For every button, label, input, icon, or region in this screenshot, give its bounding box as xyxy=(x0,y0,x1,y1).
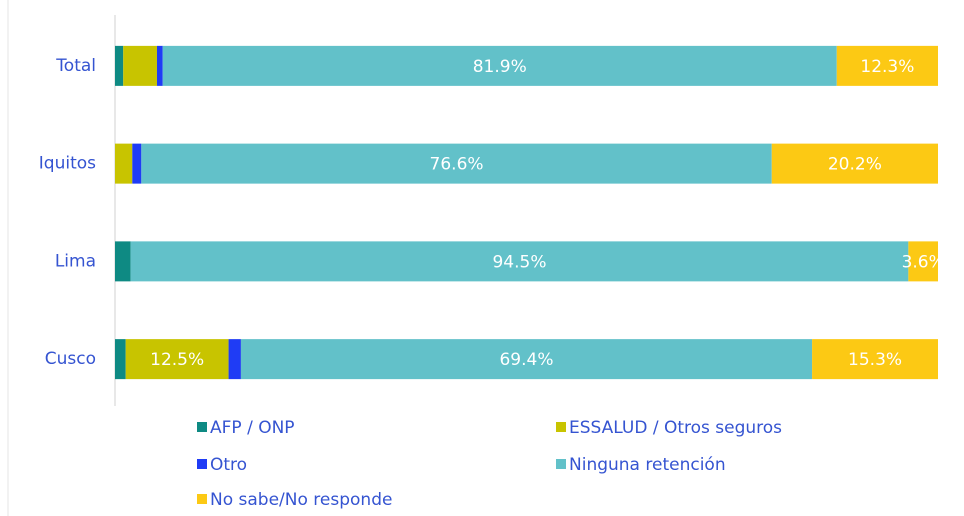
bar-segment xyxy=(141,143,772,184)
data-label: 3.6% xyxy=(902,252,945,272)
bar-segment xyxy=(115,241,131,282)
bar-segment xyxy=(228,339,241,380)
legend-label: No sabe/No responde xyxy=(210,490,392,510)
legend-label: ESSALUD / Otros seguros xyxy=(569,418,782,438)
data-label: 12.3% xyxy=(860,57,914,77)
bar-segment xyxy=(156,45,163,86)
legend-swatch xyxy=(197,494,207,504)
data-label: 12.5% xyxy=(150,350,204,370)
data-label: 69.4% xyxy=(499,350,553,370)
bar-segment xyxy=(162,45,837,86)
bar-segment xyxy=(771,143,938,184)
legend-label: Ninguna retención xyxy=(569,455,726,475)
bar-segment xyxy=(836,45,938,86)
bar-segment xyxy=(132,143,142,184)
legend-label: AFP / ONP xyxy=(210,418,295,438)
bar-segment xyxy=(115,143,133,184)
data-label: 94.5% xyxy=(492,252,546,272)
legend-swatch xyxy=(197,422,207,432)
legend-swatch xyxy=(556,459,566,469)
legend-swatch xyxy=(556,422,566,432)
bar-segment xyxy=(125,339,229,380)
data-label: 20.2% xyxy=(828,155,882,175)
y-tick-label: Cusco xyxy=(45,349,96,369)
data-label: 76.6% xyxy=(430,155,484,175)
bar-segment xyxy=(130,241,909,282)
y-tick-label: Lima xyxy=(55,251,96,271)
y-tick-label: Total xyxy=(55,56,96,76)
legend-swatch xyxy=(197,459,207,469)
legend-label: Otro xyxy=(210,455,247,475)
bar-segment xyxy=(123,45,157,86)
bar-segment xyxy=(812,339,938,380)
bar-segment xyxy=(908,241,938,282)
bar-segment xyxy=(115,339,126,380)
data-label: 81.9% xyxy=(473,57,527,77)
bar-segment xyxy=(240,339,813,380)
y-tick-label: Iquitos xyxy=(39,154,96,174)
bar-segment xyxy=(115,45,124,86)
data-label: 15.3% xyxy=(848,350,902,370)
